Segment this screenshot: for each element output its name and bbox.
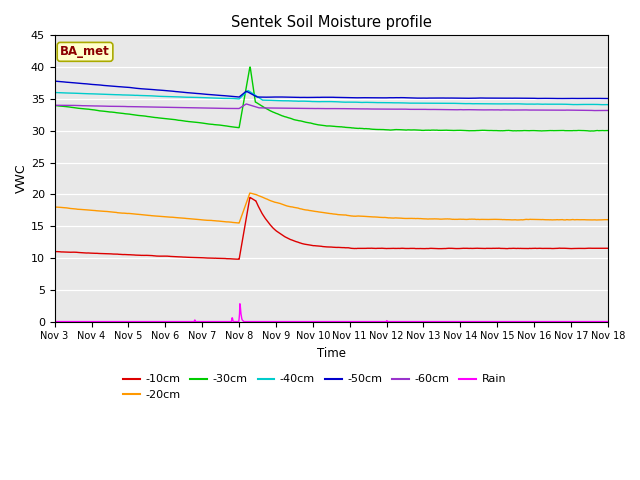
Y-axis label: VWC: VWC [15,164,28,193]
Title: Sentek Soil Moisture profile: Sentek Soil Moisture profile [231,15,431,30]
X-axis label: Time: Time [317,347,346,360]
Legend: -10cm, -20cm, -30cm, -40cm, -50cm, -60cm, Rain: -10cm, -20cm, -30cm, -40cm, -50cm, -60cm… [118,370,511,405]
Text: BA_met: BA_met [60,45,110,59]
